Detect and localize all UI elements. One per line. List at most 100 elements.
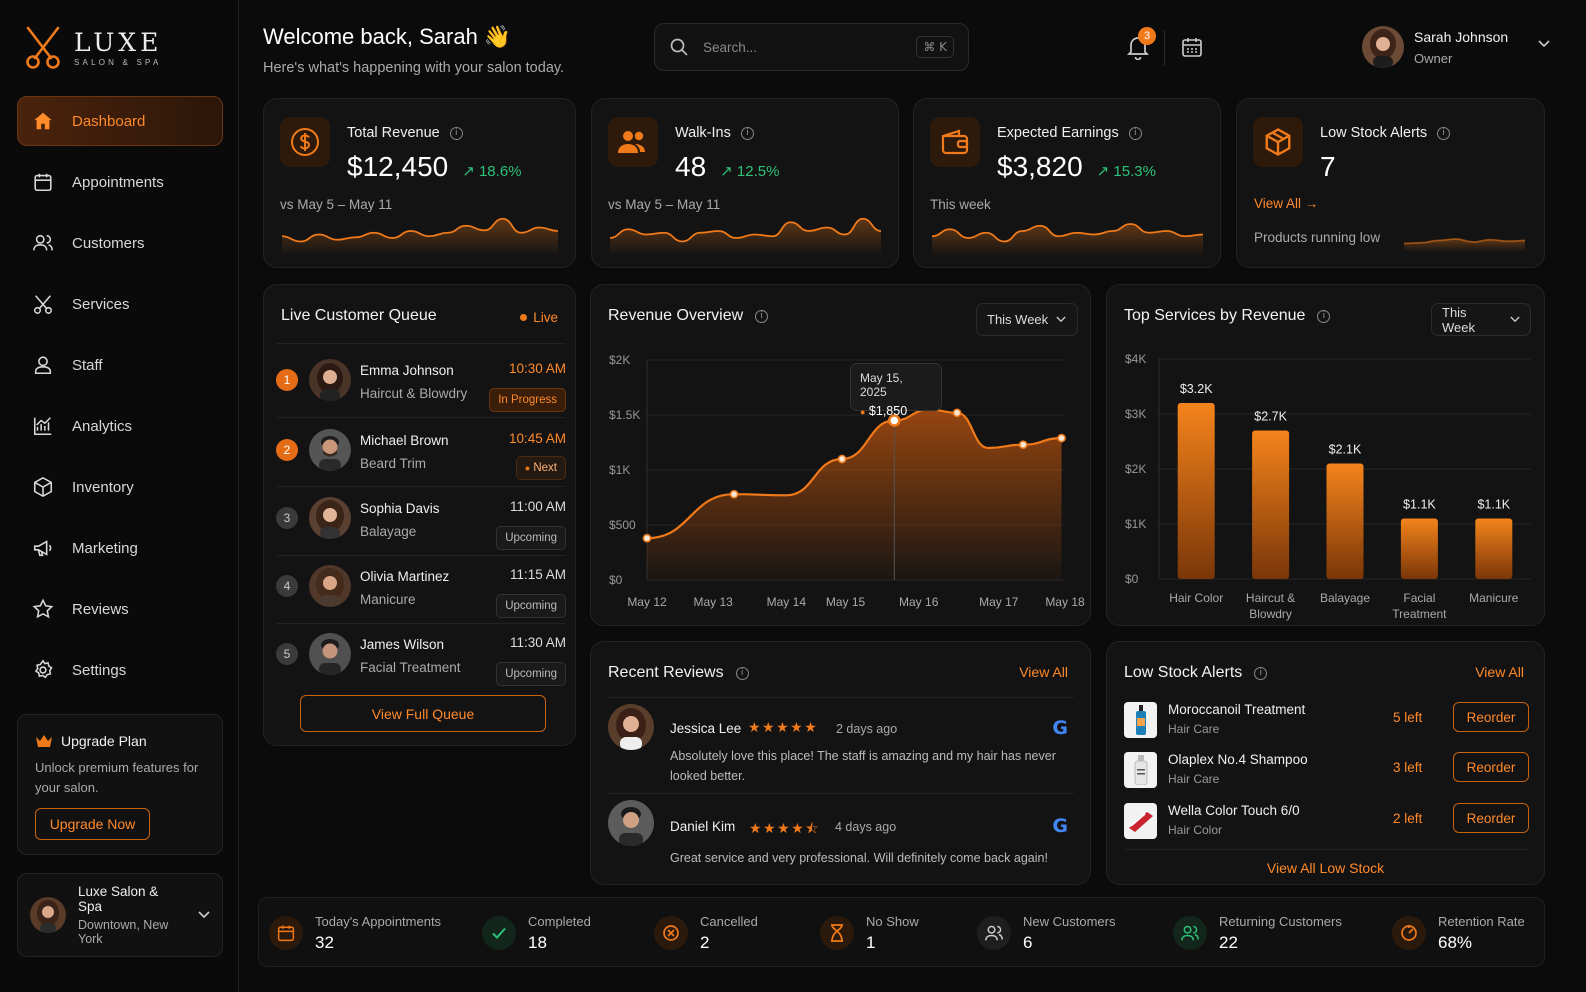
x-tick-label: May 18: [1045, 595, 1085, 609]
kpi-value: $12,450: [347, 151, 449, 182]
info-icon[interactable]: i: [740, 126, 754, 140]
reorder-button[interactable]: Reorder: [1453, 702, 1529, 732]
y-tick-label: $4K: [1125, 352, 1146, 366]
upgrade-now-button[interactable]: Upgrade Now: [35, 808, 150, 840]
chevron-down-icon: [1510, 316, 1520, 323]
info-icon[interactable]: i: [449, 126, 463, 140]
info-icon[interactable]: i: [1437, 126, 1451, 140]
queue-row[interactable]: 1 Emma Johnson Haircut & Blowdry 10:30 A…: [276, 347, 566, 415]
kpi-walk-ins[interactable]: Walk-Ins i 48 ↗ 12.5% vs May 5 – May 11: [591, 98, 899, 268]
stat-value: 18: [528, 932, 547, 952]
kpi-total-revenue[interactable]: Total Revenue i $12,450 ↗ 18.6% vs May 5 –…: [263, 98, 576, 268]
walkins-sparkline: [609, 217, 882, 256]
info-icon[interactable]: i: [735, 666, 749, 680]
review-item[interactable]: Daniel Kim ★★★★⯪ 4 days ago G Great serv…: [608, 800, 1068, 880]
stat-value: 1: [866, 932, 876, 952]
revenue-area: [647, 409, 1062, 580]
user-menu[interactable]: Sarah Johnson Owner: [1362, 26, 1550, 68]
sidebar-item-marketing[interactable]: Marketing: [17, 523, 223, 573]
product-category: Hair Care: [1168, 772, 1220, 786]
x-tick-label: May 16: [899, 595, 939, 609]
data-label: $2.1K: [1329, 443, 1362, 457]
brand-logo[interactable]: LUXE SALON & SPA: [24, 26, 162, 70]
box-icon: [1253, 117, 1303, 167]
sidebar-item-analytics[interactable]: Analytics: [17, 401, 223, 451]
low-stock-card: Low Stock Alerts i View All Moroccanoil T…: [1106, 641, 1545, 885]
upgrade-description: Unlock premium features for your salon.: [35, 760, 199, 795]
range-select[interactable]: This Week: [1431, 303, 1531, 336]
kpi-low-stock[interactable]: Low Stock Alerts i 7 View All → Products …: [1236, 98, 1545, 268]
y-tick-label: $0: [1125, 572, 1139, 586]
search-bar[interactable]: ⌘ K: [654, 23, 969, 71]
users-icon: [977, 916, 1011, 950]
product-thumbnail: [1124, 752, 1157, 788]
stat-label: New Customers: [1023, 913, 1116, 929]
info-icon[interactable]: i: [1254, 666, 1268, 680]
queue-row[interactable]: 4 Olivia Martinez Manicure 11:15 AM Upco…: [276, 553, 566, 621]
data-label: $1.1K: [1403, 498, 1436, 512]
sidebar-item-reviews[interactable]: Reviews: [17, 584, 223, 634]
sparkline-area: [932, 224, 1203, 256]
appointment-time: 11:00 AM: [509, 499, 566, 514]
kpi-expected-earnings[interactable]: Expected Earnings i $3,820 ↗ 15.3% This we…: [913, 98, 1221, 268]
upgrade-plan-card: Upgrade Plan Unlock premium features for…: [17, 714, 223, 855]
customer-name: Emma Johnson: [360, 363, 454, 378]
calendar-button[interactable]: [1181, 36, 1203, 58]
sparkline-line: [281, 217, 559, 243]
stock-count: 3 left: [1393, 760, 1423, 775]
calendar-icon: [269, 916, 303, 950]
bar: [1252, 430, 1290, 579]
queue-row[interactable]: 5 James Wilson Facial Treatment 11:30 AM…: [276, 621, 566, 689]
queue-row[interactable]: 3 Sophia Davis Balayage 11:00 AM Upcomin…: [276, 485, 566, 553]
stat-value: 22: [1219, 932, 1238, 952]
sidebar-item-appointments[interactable]: Appointments: [17, 157, 223, 207]
stat-value: 68%: [1438, 932, 1473, 952]
x-tick-label: Manicure: [1469, 591, 1519, 605]
view-all-link[interactable]: View All →: [1254, 196, 1318, 211]
sidebar-item-inventory[interactable]: Inventory: [17, 462, 223, 512]
sidebar-item-services[interactable]: Services: [17, 279, 223, 329]
sidebar-item-staff[interactable]: Staff: [17, 340, 223, 390]
sidebar-item-dashboard[interactable]: Dashboard: [17, 96, 223, 146]
revenue-overview-card: Revenue Overview i This Week $0 $500 $1K $1.…: [590, 284, 1091, 626]
lowstock-sparkline: [1403, 238, 1526, 252]
avatar: [30, 897, 66, 933]
data-label: $3.2K: [1180, 382, 1213, 396]
notifications-button[interactable]: 3: [1126, 27, 1156, 60]
live-indicator: Live: [520, 310, 558, 325]
view-all-reviews-link[interactable]: View All: [1019, 664, 1068, 680]
dollar-icon: [280, 117, 330, 167]
stat-cancelled: Cancelled 2: [654, 898, 758, 968]
stock-count: 5 left: [1393, 710, 1423, 725]
stat-label: Retention Rate: [1438, 913, 1525, 929]
divider: [608, 697, 1074, 698]
sparkline-line: [1403, 238, 1526, 245]
customer-name: Olivia Martinez: [360, 569, 450, 584]
data-point: [888, 414, 901, 427]
sidebar-item-customers[interactable]: Customers: [17, 218, 223, 268]
org-switcher[interactable]: Luxe Salon & Spa Downtown, New York: [17, 873, 223, 957]
kpi-delta: 15.3%: [1113, 163, 1156, 180]
sidebar-item-settings[interactable]: Settings: [17, 645, 223, 695]
info-icon[interactable]: i: [755, 309, 769, 323]
info-icon[interactable]: i: [1317, 309, 1331, 323]
reviewer-name: Daniel Kim: [670, 819, 736, 834]
reorder-button[interactable]: Reorder: [1453, 803, 1529, 833]
search-input[interactable]: [703, 39, 903, 55]
status-badge: ● Next: [515, 456, 566, 480]
info-icon[interactable]: i: [1128, 126, 1142, 140]
queue-position: 2: [276, 439, 298, 461]
view-all-low-stock-link[interactable]: View All Low Stock: [1266, 860, 1385, 876]
chevron-down-icon: [1056, 316, 1066, 323]
view-all-stock-link[interactable]: View All: [1475, 664, 1524, 680]
trend-up-icon: ↗: [462, 163, 475, 180]
queue-row[interactable]: 2 Michael Brown Beard Trim 10:45 AM ● Ne…: [276, 417, 566, 485]
review-item[interactable]: Jessica Lee ★★★★★ 2 days ago G Absolutel…: [608, 702, 1068, 794]
customer-name: James Wilson: [360, 637, 445, 652]
avatar: [1362, 26, 1404, 68]
view-full-queue-button[interactable]: View Full Queue: [300, 695, 546, 732]
kpi-comparison: This week: [930, 197, 991, 212]
customer-service: Balayage: [360, 524, 417, 539]
range-select[interactable]: This Week: [976, 303, 1078, 336]
reorder-button[interactable]: Reorder: [1453, 752, 1529, 782]
